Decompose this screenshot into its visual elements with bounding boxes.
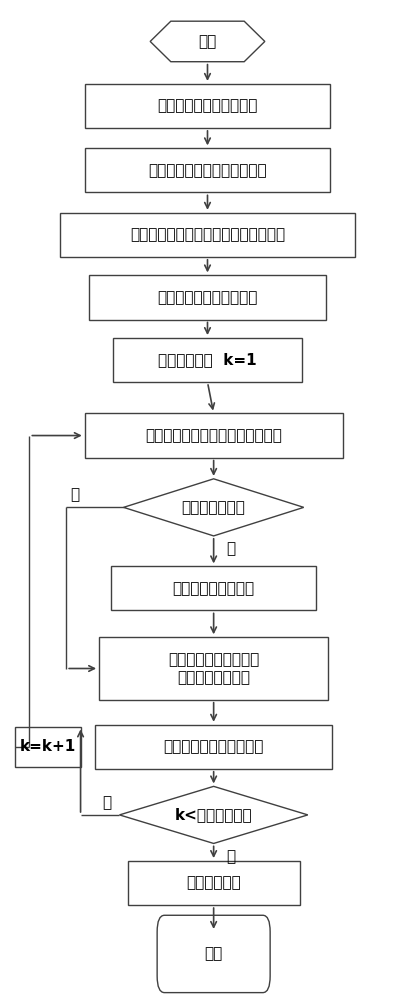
Text: 找到全局最优: 找到全局最优 <box>186 876 241 891</box>
FancyBboxPatch shape <box>60 213 355 257</box>
Text: 否: 否 <box>226 849 235 864</box>
Text: 修正值超过限值: 修正值超过限值 <box>182 500 246 515</box>
FancyBboxPatch shape <box>99 637 328 700</box>
Text: 是: 是 <box>226 541 235 556</box>
Text: 开始: 开始 <box>198 34 217 49</box>
Text: 设定修正值为上限值: 设定修正值为上限值 <box>173 581 255 596</box>
Text: 是: 是 <box>102 795 111 810</box>
Text: 初始化粒子的个数和维度: 初始化粒子的个数和维度 <box>157 98 258 113</box>
Text: 利用潮流计算得到每个粒子的适应度值: 利用潮流计算得到每个粒子的适应度值 <box>130 227 285 242</box>
Text: 更新个体最优和全局最优: 更新个体最优和全局最优 <box>164 739 264 754</box>
FancyBboxPatch shape <box>111 566 316 610</box>
Polygon shape <box>124 479 304 536</box>
Text: 求出每个粒子速度和位置的修正值: 求出每个粒子速度和位置的修正值 <box>145 428 282 443</box>
FancyBboxPatch shape <box>95 725 332 769</box>
Text: 结束: 结束 <box>205 946 223 961</box>
Text: k<迭代次数上限: k<迭代次数上限 <box>175 807 252 822</box>
Polygon shape <box>150 21 265 62</box>
Text: k=k+1: k=k+1 <box>20 739 76 754</box>
FancyBboxPatch shape <box>89 275 326 320</box>
FancyBboxPatch shape <box>128 861 300 905</box>
Text: 否: 否 <box>70 487 79 502</box>
Text: 利用潮流计算得到每个
粒子的新适应度值: 利用潮流计算得到每个 粒子的新适应度值 <box>168 652 259 685</box>
FancyBboxPatch shape <box>85 84 330 128</box>
FancyBboxPatch shape <box>85 413 343 458</box>
FancyBboxPatch shape <box>113 338 302 382</box>
FancyBboxPatch shape <box>15 727 81 767</box>
FancyBboxPatch shape <box>157 915 270 993</box>
Polygon shape <box>120 786 308 843</box>
Text: 找到个体最优和全局最优: 找到个体最优和全局最优 <box>157 290 258 305</box>
Text: 初始化每个粒子的位置和速度: 初始化每个粒子的位置和速度 <box>148 163 267 178</box>
Text: 设置迭代次数  k=1: 设置迭代次数 k=1 <box>158 353 257 368</box>
FancyBboxPatch shape <box>85 148 330 192</box>
